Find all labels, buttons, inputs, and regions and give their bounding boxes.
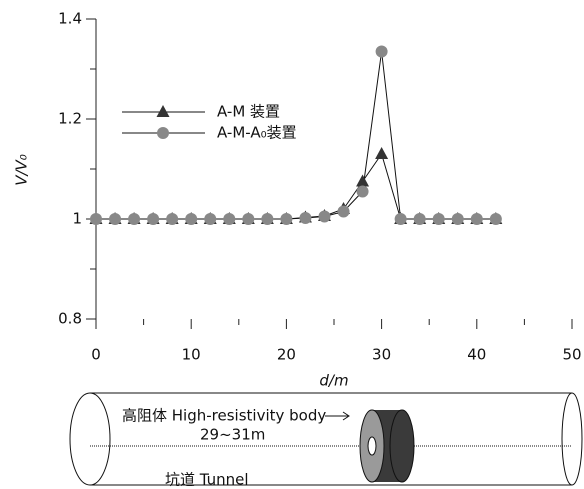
marker bbox=[432, 213, 445, 225]
series-line bbox=[96, 51, 496, 220]
annotation: 高阻体 High-resistivity body bbox=[122, 407, 326, 425]
marker bbox=[185, 213, 198, 225]
marker bbox=[166, 213, 179, 225]
y-tick-label: 1.2 bbox=[58, 110, 82, 128]
marker bbox=[356, 185, 369, 198]
marker bbox=[109, 213, 122, 225]
legend-marker bbox=[156, 105, 170, 117]
marker bbox=[375, 45, 388, 58]
marker bbox=[318, 210, 331, 223]
tunnel-diagram bbox=[69, 392, 583, 486]
y-tick-label: 0.8 bbox=[58, 310, 82, 328]
x-axis-label: d/m bbox=[319, 372, 348, 390]
marker bbox=[128, 213, 141, 225]
marker bbox=[356, 174, 370, 187]
body-hole bbox=[367, 436, 377, 456]
x-tick-label: 30 bbox=[372, 346, 391, 364]
annotation: 29~31m bbox=[200, 426, 265, 444]
legend-marker bbox=[157, 127, 169, 139]
marker bbox=[147, 213, 160, 225]
x-tick-label: 20 bbox=[277, 346, 296, 364]
marker bbox=[261, 213, 274, 225]
marker bbox=[337, 205, 350, 218]
body-face bbox=[389, 409, 415, 483]
annotation: 坑道 Tunnel bbox=[165, 471, 249, 489]
legend-label: A-M-A₀装置 bbox=[217, 124, 297, 142]
y-tick-label: 1 bbox=[72, 210, 82, 228]
x-tick-label: 10 bbox=[182, 346, 201, 364]
marker bbox=[90, 213, 102, 225]
y-axis-label: V/V₀ bbox=[13, 154, 31, 186]
marker bbox=[451, 213, 464, 225]
legend-label: A-M 装置 bbox=[217, 103, 280, 121]
marker bbox=[242, 213, 255, 225]
x-tick-label: 50 bbox=[562, 346, 581, 364]
marker bbox=[413, 213, 426, 225]
tunnel-end bbox=[69, 392, 111, 486]
marker bbox=[470, 213, 483, 225]
marker bbox=[280, 213, 293, 225]
arrow-head bbox=[342, 411, 350, 421]
marker bbox=[223, 213, 236, 225]
marker bbox=[375, 147, 389, 159]
y-tick-label: 1.4 bbox=[58, 10, 82, 28]
marker bbox=[489, 213, 502, 225]
marker bbox=[299, 212, 312, 224]
marker bbox=[394, 213, 407, 225]
marker bbox=[204, 213, 217, 225]
tunnel-end bbox=[561, 392, 583, 486]
x-tick-label: 40 bbox=[467, 346, 486, 364]
series-line bbox=[96, 152, 496, 220]
x-tick-label: 0 bbox=[91, 346, 101, 364]
